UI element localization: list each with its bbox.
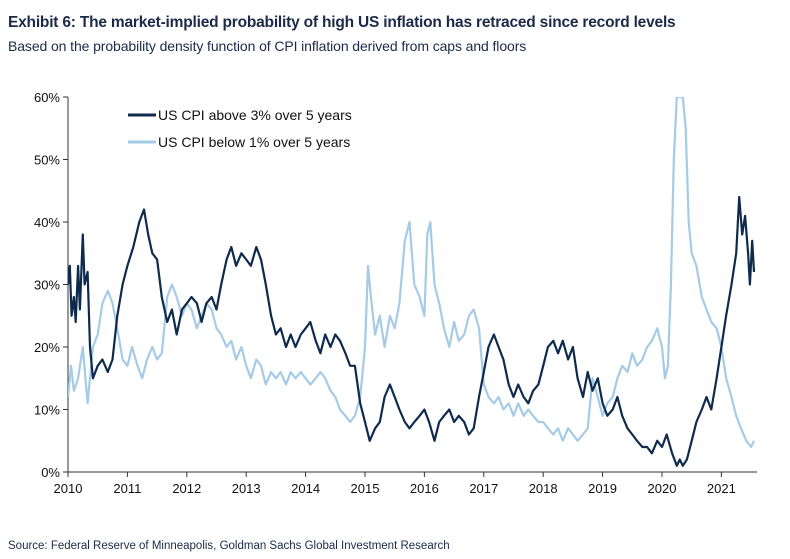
plot-background [68, 97, 757, 472]
series-line-1 [68, 97, 755, 449]
series-layer [68, 97, 756, 467]
y-tick-label: 60% [34, 90, 60, 105]
x-tick-label: 2012 [172, 481, 201, 496]
plot-area [68, 97, 757, 472]
x-axis: 2010 2011 2012 2013 2014 2015 2016 2017 2018 2019… [54, 471, 757, 496]
legend-label-0: US CPI above 3% over 5 years [158, 107, 352, 123]
x-tick-label: 2015 [351, 481, 380, 496]
source-note: Source: Federal Reserve of Minneapolis, … [8, 540, 450, 552]
legend: US CPI above 3% over 5 years US CPI below… [128, 107, 352, 150]
legend-label-1: US CPI below 1% over 5 years [158, 134, 350, 150]
y-tick-label: 10% [34, 403, 60, 418]
x-tick-label: 2016 [410, 481, 439, 496]
x-tick-label: 2020 [648, 481, 677, 496]
y-tick-label: 20% [34, 340, 60, 355]
x-tick-label: 2011 [113, 481, 141, 496]
x-tick-label: 2010 [54, 481, 83, 496]
x-tick-label: 2019 [588, 481, 617, 496]
y-tick-label: 0% [41, 465, 60, 480]
y-tick-label: 50% [34, 153, 60, 168]
x-tick-label: 2014 [291, 481, 320, 496]
y-tick-label: 30% [34, 278, 60, 293]
chart-title: Exhibit 6: The market-implied probabilit… [8, 14, 676, 31]
series-line-0 [68, 195, 756, 467]
y-tick-label: 40% [34, 215, 60, 230]
y-axis: 0% 10% 20% 30% 40% 50% 60% [34, 90, 69, 480]
x-tick-label: 2018 [529, 481, 558, 496]
chart-subtitle: Based on the probability density functio… [8, 38, 527, 54]
x-tick-label: 2013 [232, 481, 261, 496]
x-tick-label: 2017 [469, 481, 498, 496]
x-tick-label: 2021 [707, 481, 736, 496]
line-chart: 0%10%20%30%40%50%60% 2010 2011 2012 2013 201… [34, 90, 757, 496]
